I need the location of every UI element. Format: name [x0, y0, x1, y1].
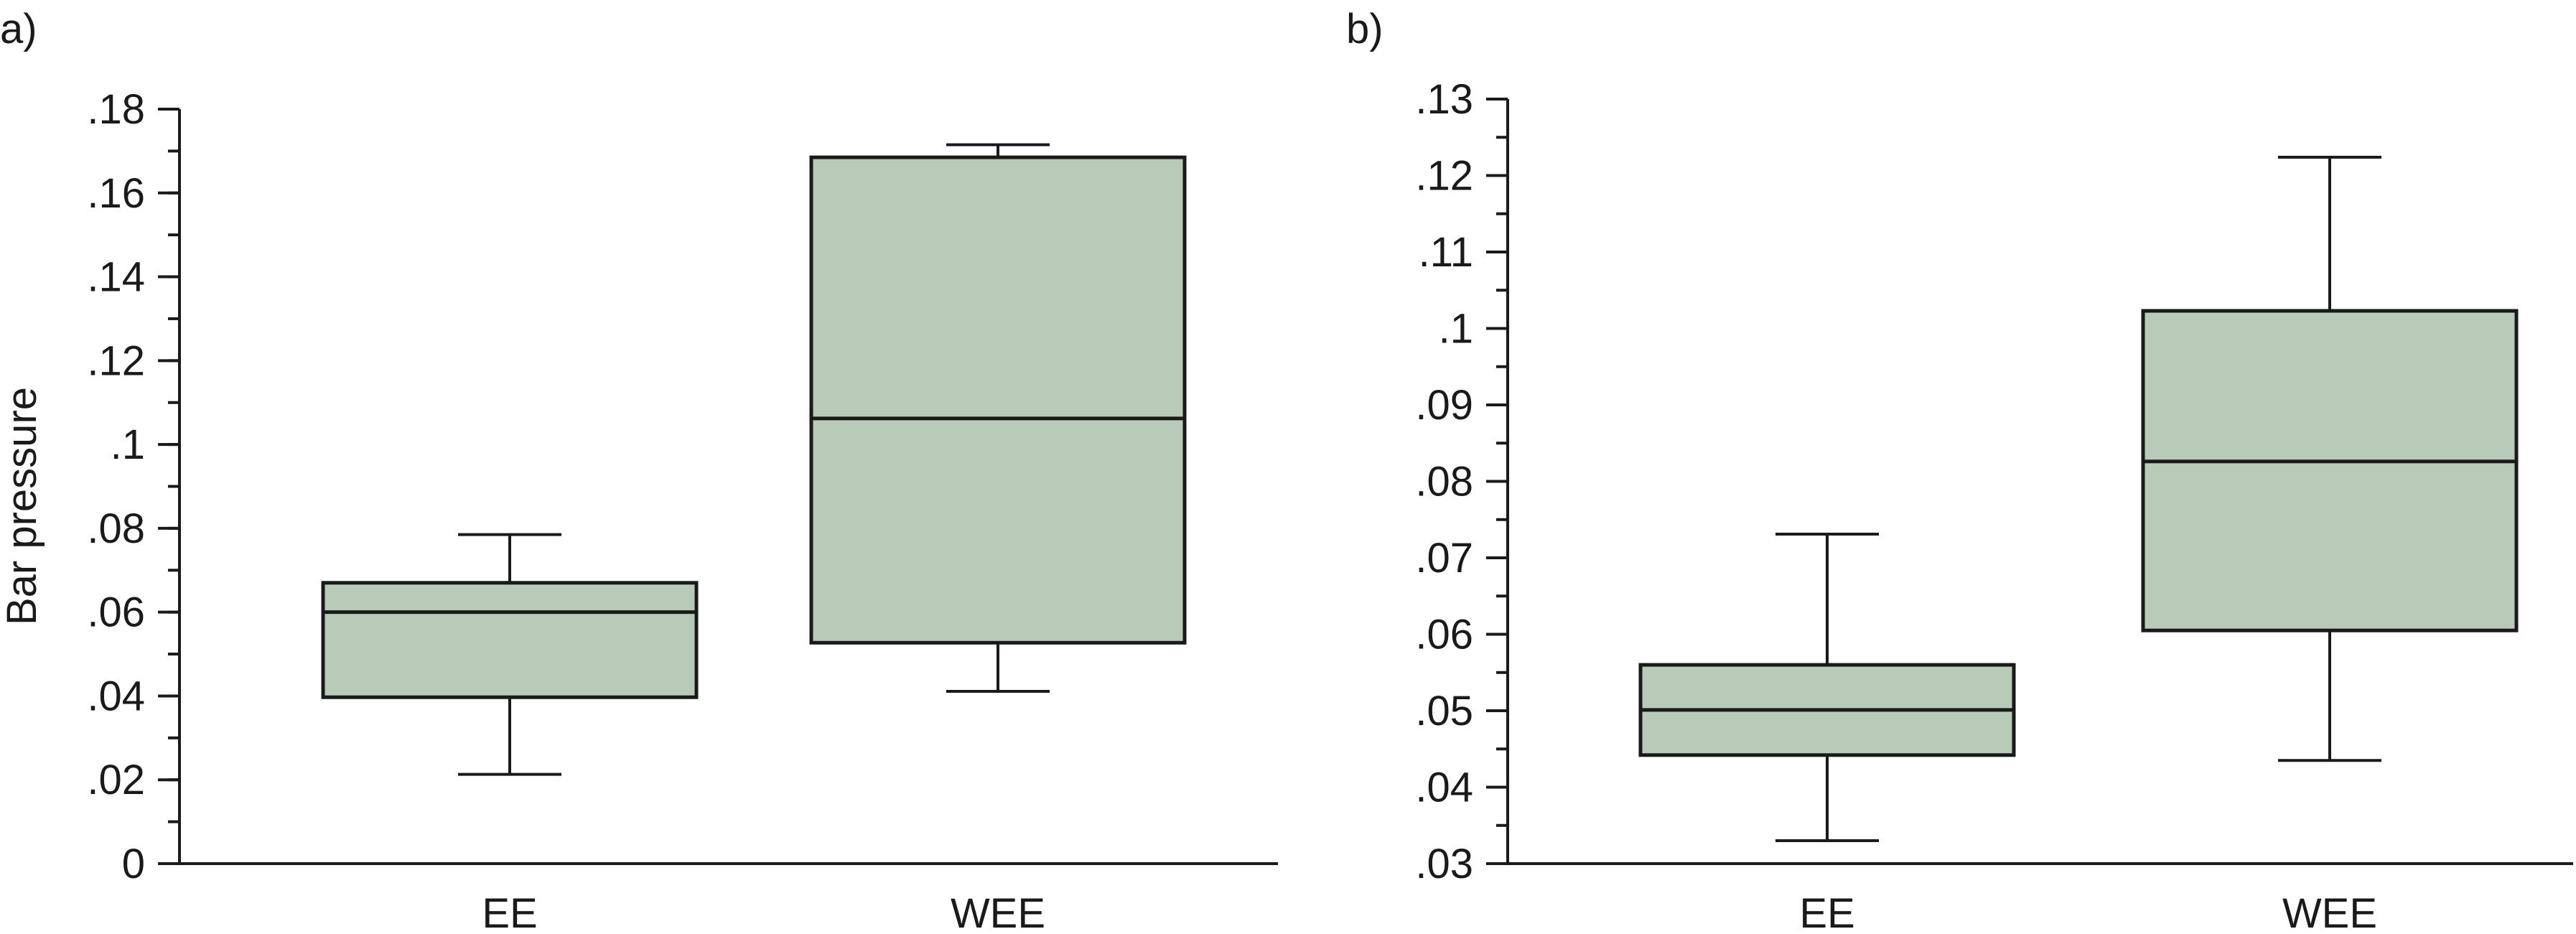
iqr-box-wee [809, 155, 1187, 645]
y-tick-label: .18 [87, 86, 145, 133]
y-tick-label: .08 [87, 505, 145, 552]
y-tick-label: .14 [87, 254, 145, 301]
iqr-box-wee [2141, 309, 2519, 632]
y-tick-label: .13 [1415, 76, 1473, 123]
x-category-label: WEE [951, 890, 1045, 934]
panel-a-label: a) [0, 6, 37, 52]
y-tick-label: .16 [87, 170, 145, 217]
y-tick-label: .1 [1439, 306, 1473, 352]
y-tick-label: .06 [87, 589, 145, 636]
y-tick-label: 0 [122, 841, 145, 887]
y-tick-label: .03 [1415, 841, 1473, 887]
y-tick-label: .06 [1415, 612, 1473, 658]
y-tick-label: .02 [87, 757, 145, 803]
y-tick-label: .11 [1419, 229, 1473, 276]
y-axis-title: Bar pressure [0, 387, 45, 625]
y-tick-label: .07 [1415, 535, 1473, 582]
x-category-label: WEE [2282, 890, 2377, 934]
x-category-label: EE [482, 890, 537, 934]
x-category-label: EE [1799, 890, 1854, 934]
y-tick-label: .08 [1415, 459, 1473, 505]
iqr-box-ee [321, 581, 699, 699]
y-tick-label: .04 [87, 673, 145, 719]
y-tick-label: .04 [1415, 765, 1473, 811]
y-tick-label: .1 [111, 421, 145, 468]
y-tick-label: .05 [1415, 688, 1473, 734]
panel-b-label: b) [1346, 6, 1383, 52]
panel-b: b) .03 .04 .05 .06 .07 .08 .09 .1 .11 .12 .13 EE WEE [1346, 6, 2573, 934]
y-tick-label: .09 [1415, 382, 1473, 429]
y-tick-label: .12 [87, 337, 145, 384]
y-tick-label: .12 [1415, 153, 1473, 200]
panel-a: a) Bar pressure 0 .02 .04 .06 .08 .1 .12 .14 .16… [0, 6, 1278, 934]
